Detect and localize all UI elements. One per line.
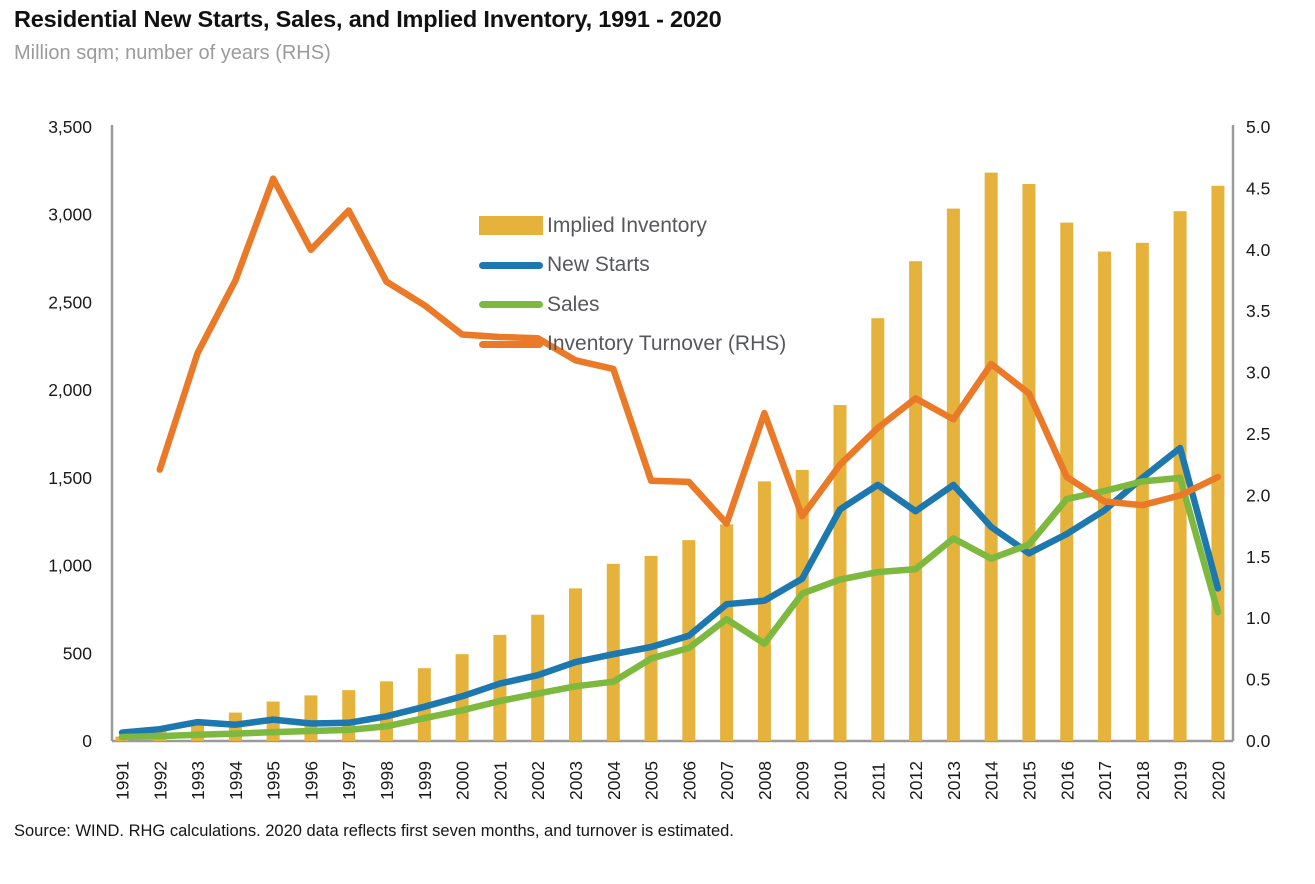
bar-2012 [909,261,923,741]
chart-subtitle: Million sqm; number of years (RHS) [14,42,331,64]
left-tick-label: 3,000 [48,205,92,225]
bar-2008 [757,481,771,741]
bar-2006 [682,540,696,741]
x-tick-label: 2006 [679,761,699,800]
right-tick-label: 2.5 [1246,424,1270,444]
bar-2018 [1135,242,1149,742]
x-tick-label: 2004 [604,761,624,800]
bar-2010 [833,405,847,741]
bar-2017 [1098,251,1112,741]
bar-2009 [795,469,809,741]
x-tick-label: 2015 [1019,761,1039,800]
left-tick-label: 1,500 [48,468,92,488]
bar-1998 [380,681,394,741]
x-tick-label: 2002 [528,761,548,800]
right-tick-label: 5.0 [1246,117,1271,137]
chart-title: Residential New Starts, Sales, and Impli… [14,6,722,32]
legend-label-inventory-turnover: Inventory Turnover (RHS) [547,332,787,356]
bar-2015 [1022,184,1036,741]
x-tick-label: 2019 [1171,761,1191,800]
legend-swatch-implied-inventory [479,216,543,236]
right-tick-label: 1.0 [1246,608,1271,628]
bar-2001 [493,634,507,741]
x-axis-labels: 1991 1992 1993 1994 1995 1996 1997 1998 1999 2000… [113,761,1229,800]
left-tick-label: 1,000 [48,556,92,576]
x-tick-label: 2000 [453,761,473,800]
x-tick-label: 2016 [1057,761,1077,800]
left-axis-ticks: 0 500 1,000 1,500 2,000 2,500 3,000 3,500 [48,117,92,751]
x-tick-label: 1994 [226,761,246,800]
right-tick-label: 2.0 [1246,485,1271,505]
bar-1997 [342,690,356,741]
chart-area: 0 500 1,000 1,500 2,000 2,500 3,000 3,500 0.0 0.5… [0,95,1315,825]
legend-swatch-sales [479,301,543,309]
right-axis-ticks: 0.0 0.5 1.0 1.5 2.0 2.5 3.0 3.5 4.0 4.5 5.0 [1246,117,1271,751]
right-tick-label: 0.0 [1246,731,1271,751]
x-tick-label: 2003 [566,761,586,800]
x-tick-label: 1992 [150,761,170,800]
x-tick-label: 1991 [113,761,133,800]
bar-2016 [1060,222,1074,741]
legend-label-implied-inventory: Implied Inventory [547,213,707,237]
left-tick-label: 500 [63,643,92,663]
bar-2014 [984,172,998,741]
x-tick-label: 2013 [944,761,964,800]
left-tick-label: 2,000 [48,380,92,400]
x-tick-label: 2018 [1133,761,1153,800]
x-tick-label: 2001 [490,761,510,800]
x-tick-label: 1997 [339,761,359,800]
left-tick-label: 0 [82,731,92,751]
legend-label-new-starts: New Starts [547,253,650,277]
legend-swatch-inventory-turnover [479,340,543,348]
right-tick-label: 4.0 [1246,240,1271,260]
x-tick-label: 2017 [1095,761,1115,800]
x-tick-label: 2020 [1208,761,1228,800]
legend-swatch-new-starts [479,261,543,269]
line-series-sales [118,474,1222,741]
source-note: Source: WIND. RHG calculations. 2020 dat… [14,822,734,840]
x-tick-label: 1999 [415,761,435,800]
x-tick-label: 1993 [188,761,208,800]
legend-label-sales: Sales [547,292,600,316]
x-tick-label: 2009 [793,761,813,800]
x-tick-label: 1995 [264,761,284,800]
left-tick-label: 3,500 [48,117,92,137]
left-tick-label: 2,500 [48,292,92,312]
x-tick-label: 2010 [831,761,851,800]
x-tick-label: 2007 [717,761,737,800]
x-tick-label: 2008 [755,761,775,800]
line-series-new-starts [118,444,1222,736]
x-tick-label: 2012 [906,761,926,800]
legend-item-implied-inventory: Implied Inventory [479,206,786,246]
chart-legend: Implied Inventory New Starts Sales Inven… [479,206,786,364]
bar-2013 [946,208,960,741]
right-tick-label: 3.5 [1246,301,1270,321]
right-tick-label: 1.5 [1246,547,1270,567]
chart-canvas: 0 500 1,000 1,500 2,000 2,500 3,000 3,500 0.0 0.5… [48,117,1271,800]
x-tick-label: 2005 [642,761,662,800]
bar-2011 [871,318,885,741]
legend-item-new-starts: New Starts [479,246,786,286]
right-tick-label: 3.0 [1246,363,1271,383]
bar-2020 [1211,185,1225,742]
x-tick-label: 2014 [982,761,1002,800]
x-tick-label: 1996 [301,761,321,800]
legend-item-sales: Sales [479,285,786,325]
x-tick-label: 2011 [868,762,888,800]
bar-2007 [720,524,734,741]
right-tick-label: 0.5 [1246,670,1270,690]
bar-series-implied-inventory [115,172,1225,742]
line-series-inventory-turnover-rhs- [156,175,1222,527]
legend-item-inventory-turnover: Inventory Turnover (RHS) [479,325,786,365]
x-tick-label: 1998 [377,761,397,800]
right-tick-label: 4.5 [1246,178,1270,198]
